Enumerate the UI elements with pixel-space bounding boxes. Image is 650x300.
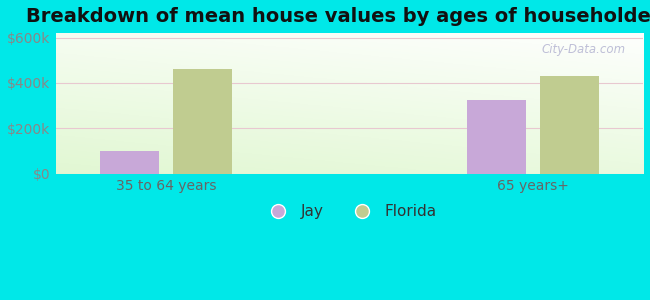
Bar	[540, 76, 599, 174]
Legend: Jay, Florida: Jay, Florida	[256, 198, 443, 225]
Bar	[467, 100, 526, 174]
Text: City-Data.com: City-Data.com	[541, 43, 625, 56]
Title: Breakdown of mean house values by ages of householders: Breakdown of mean house values by ages o…	[27, 7, 650, 26]
Bar	[174, 69, 232, 174]
Bar	[100, 151, 159, 174]
